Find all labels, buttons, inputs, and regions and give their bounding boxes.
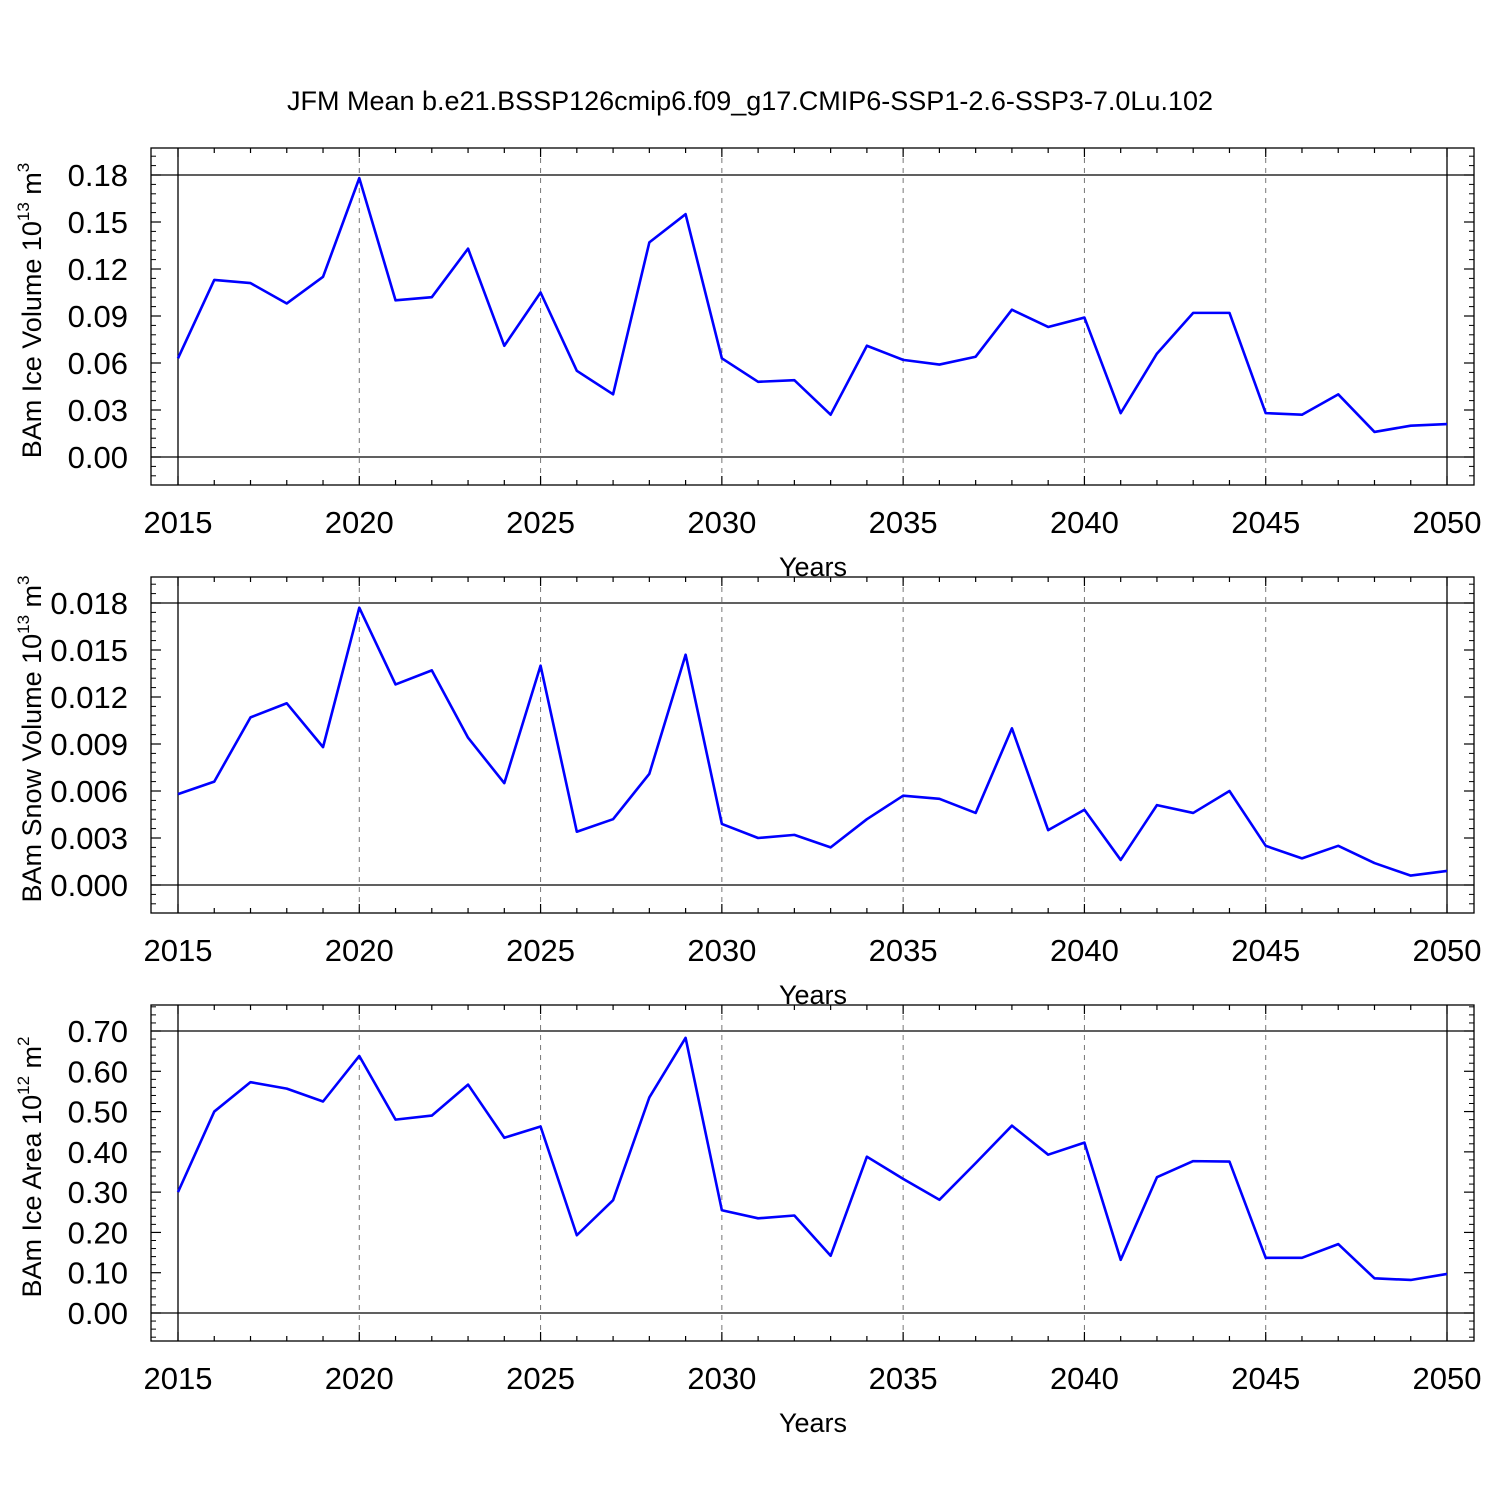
- chart-panel-2: 0.000 0.003 0.006 0.009 0.012 0.015 0.018 2015 2…: [14, 575, 1481, 1010]
- chart-panel-3: 0.00 0.10 0.20 0.30 0.40 0.50 0.60 0.70 2015 2020…: [14, 1004, 1482, 1438]
- y-tick-label: 0.012: [50, 680, 128, 715]
- x-tick-label: 2015: [144, 1361, 213, 1396]
- y-axis-title-part: m: [17, 585, 47, 615]
- y-axis-title-part: BAm Ice Volume 10: [17, 221, 47, 458]
- x-tick-label: 2030: [687, 505, 756, 540]
- x-tick-label: 2030: [687, 933, 756, 968]
- x-tick-label: 2045: [1231, 1361, 1300, 1396]
- y-axis-title-superscript: 3: [14, 163, 33, 172]
- x-tick-label: 2015: [144, 933, 213, 968]
- x-tick-label: 2035: [869, 505, 938, 540]
- x-tick-label: 2030: [687, 1361, 756, 1396]
- y-tick-label: 0.70: [68, 1014, 128, 1049]
- y-tick-label: 0.50: [68, 1095, 128, 1130]
- y-tick-label: 0.10: [68, 1256, 128, 1291]
- y-tick-label: 0.015: [50, 633, 128, 668]
- plot-frame: [150, 147, 1475, 486]
- y-axis-title: BAm Ice Area 1012 m2: [14, 1037, 47, 1298]
- y-tick-label: 0.06: [68, 346, 128, 381]
- data-series-line: [176, 1036, 1448, 1282]
- y-tick-label: 0.018: [50, 586, 128, 621]
- y-tick-label: 0.009: [50, 727, 128, 762]
- x-tick-label: 2020: [325, 933, 394, 968]
- plot-frame: [150, 576, 1475, 914]
- y-tick-label: 0.12: [68, 252, 128, 287]
- x-tick-label: 2020: [325, 1361, 394, 1396]
- y-axis-title-part: BAm Snow Volume 10: [17, 634, 47, 903]
- y-tick-label: 0.03: [68, 393, 128, 428]
- x-tick-label: 2050: [1413, 933, 1482, 968]
- data-series-line: [176, 176, 1448, 434]
- y-tick-label: 0.30: [68, 1175, 128, 1210]
- y-tick-label: 0.09: [68, 299, 128, 334]
- y-tick-label: 0.000: [50, 868, 128, 903]
- x-tick-label: 2045: [1231, 933, 1300, 968]
- y-tick-label: 0.006: [50, 774, 128, 809]
- x-tick-label: 2050: [1413, 505, 1482, 540]
- y-tick-label: 0.40: [68, 1135, 128, 1170]
- y-tick-label: 0.15: [68, 205, 128, 240]
- y-axis-title-part: m: [17, 1046, 47, 1076]
- y-tick-label: 0.00: [68, 1296, 128, 1331]
- x-axis-title: Years: [779, 1408, 847, 1438]
- x-tick-label: 2015: [144, 505, 213, 540]
- y-tick-label: 0.20: [68, 1215, 128, 1250]
- chart-title: JFM Mean b.e21.BSSP126cmip6.f09_g17.CMIP…: [287, 86, 1213, 116]
- y-axis-title-superscript: 3: [14, 575, 33, 584]
- chart-panels: 0.00 0.03 0.06 0.09 0.12 0.15 0.18 2015 2020 2025…: [14, 147, 1482, 1438]
- x-tick-label: 2035: [869, 1361, 938, 1396]
- data-series-line: [177, 606, 1448, 877]
- y-tick-label: 0.00: [68, 440, 128, 475]
- x-tick-label: 2035: [869, 933, 938, 968]
- x-tick-label: 2020: [325, 505, 394, 540]
- y-axis-title: BAm Snow Volume 1013 m3: [14, 575, 47, 902]
- y-tick-label: 0.60: [68, 1054, 128, 1089]
- x-tick-label: 2025: [506, 505, 575, 540]
- plot-frame: [150, 1004, 1475, 1342]
- y-axis-title-superscript: 13: [14, 202, 33, 221]
- x-tick-label: 2040: [1050, 933, 1119, 968]
- y-axis-title-part: BAm Ice Area 10: [17, 1095, 47, 1298]
- x-tick-label: 2040: [1050, 1361, 1119, 1396]
- x-tick-label: 2040: [1050, 505, 1119, 540]
- y-axis-title-part: m: [17, 172, 47, 202]
- y-axis-title-superscript: 12: [14, 1076, 33, 1095]
- y-tick-label: 0.18: [68, 158, 128, 193]
- y-tick-label: 0.003: [50, 821, 128, 856]
- x-tick-label: 2025: [506, 1361, 575, 1396]
- x-tick-label: 2045: [1231, 505, 1300, 540]
- chart-panel-1: 0.00 0.03 0.06 0.09 0.12 0.15 0.18 2015 2020 2025…: [14, 147, 1482, 582]
- y-axis-title: BAm Ice Volume 1013 m3: [14, 163, 47, 459]
- y-axis-title-superscript: 2: [14, 1037, 33, 1046]
- y-axis-title-superscript: 13: [14, 615, 33, 634]
- x-tick-label: 2025: [506, 933, 575, 968]
- x-tick-label: 2050: [1413, 1361, 1482, 1396]
